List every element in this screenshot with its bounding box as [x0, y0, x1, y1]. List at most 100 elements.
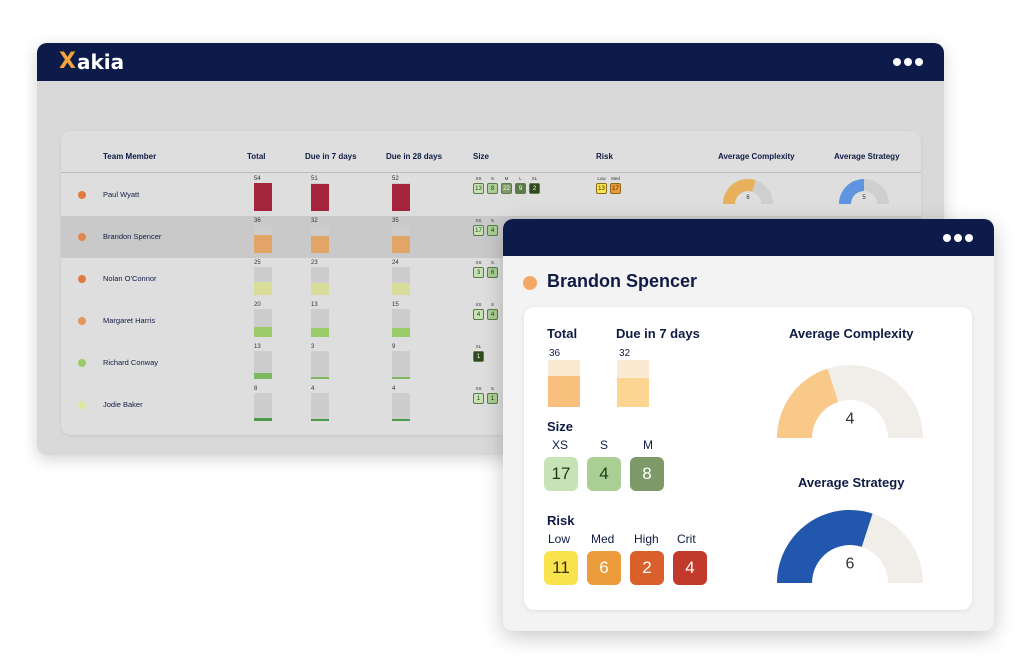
complexity-mini-gauge: 6: [723, 176, 773, 209]
size-badge[interactable]: 8: [487, 183, 498, 194]
header-risk[interactable]: Risk: [596, 152, 613, 161]
due7-value: 32: [619, 348, 631, 359]
more-options-icon[interactable]: [893, 58, 923, 66]
risk-badge[interactable]: 17: [610, 183, 621, 194]
header-avg-strategy[interactable]: Average Strategy: [834, 152, 900, 161]
total-bar: [254, 309, 272, 337]
due7-bar: [311, 267, 329, 295]
strategy-mini-gauge: 5: [839, 176, 889, 209]
size-m-badge[interactable]: 8: [630, 457, 664, 491]
size-label: XS: [475, 302, 482, 307]
gauge-svg: 5: [839, 179, 889, 204]
risk-crit-badge[interactable]: 4: [673, 551, 707, 585]
size-badge[interactable]: 2: [529, 183, 540, 194]
total-bar: [254, 225, 272, 253]
due7-bar-fill: [311, 419, 329, 421]
due7-value: 4: [311, 386, 315, 392]
size-label: XS: [475, 218, 482, 223]
due7-bar: [311, 309, 329, 337]
size-label: S: [490, 218, 494, 223]
due7-bar: [311, 183, 329, 211]
risk-label: Low: [597, 176, 606, 181]
header-avg-complexity[interactable]: Average Complexity: [718, 152, 795, 161]
risk-badge[interactable]: 13: [596, 183, 607, 194]
header-due-28[interactable]: Due in 28 days: [386, 152, 443, 161]
risk-label: Risk: [547, 513, 575, 528]
size-label: M: [504, 176, 509, 181]
risk-high-badge[interactable]: 2: [630, 551, 664, 585]
size-badge[interactable]: 4: [473, 309, 484, 320]
total-bar-fill: [254, 234, 272, 253]
member-name[interactable]: Jodie Baker: [103, 400, 143, 409]
due7-bar: [311, 225, 329, 253]
size-label: XS: [475, 176, 482, 181]
size-badge[interactable]: 17: [473, 225, 484, 236]
header-total[interactable]: Total: [247, 152, 266, 161]
xakia-logo[interactable]: X akia: [59, 49, 124, 75]
risk-low-badge[interactable]: 11: [544, 551, 578, 585]
total-bar: [548, 360, 580, 407]
due7-value: 32: [311, 218, 318, 224]
size-s-label: S: [600, 438, 609, 452]
due28-bar: [392, 267, 410, 295]
due28-bar: [392, 393, 410, 421]
member-detail-window: Brandon Spencer Total Due in 7 days 36 3…: [503, 219, 994, 631]
due28-bar-fill: [392, 235, 410, 253]
total-bar-fill: [548, 376, 580, 407]
table-row[interactable]: Jodie Baker 8 4 4 XS 1 S 1: [61, 384, 921, 426]
member-name[interactable]: Margaret Harris: [103, 316, 156, 325]
size-badge[interactable]: 9: [515, 183, 526, 194]
size-xs-badge[interactable]: 17: [544, 457, 578, 491]
size-label: XL: [475, 344, 482, 349]
size-label: S: [490, 260, 494, 265]
member-name[interactable]: Paul Wyatt: [103, 190, 140, 199]
size-badge[interactable]: 3: [473, 267, 484, 278]
status-dot: [78, 191, 86, 199]
size-badge[interactable]: 4: [487, 225, 498, 236]
due7-value: 13: [311, 302, 318, 308]
total-value: 36: [549, 348, 561, 359]
member-name[interactable]: Brandon Spencer: [103, 232, 162, 241]
member-name[interactable]: Richard Conway: [103, 358, 159, 367]
due28-bar: [392, 225, 410, 253]
due28-value: 9: [392, 344, 396, 350]
size-badge[interactable]: 4: [487, 309, 498, 320]
gauge-fill: [777, 368, 839, 438]
more-options-icon[interactable]: [943, 234, 973, 242]
header-size[interactable]: Size: [473, 152, 490, 161]
size-label: Size: [547, 419, 574, 434]
table-row[interactable]: Richard Conway 13 3 9 XL 1: [61, 342, 921, 384]
size-badge[interactable]: 1: [473, 351, 484, 362]
size-badge[interactable]: 1: [473, 393, 484, 404]
gauge-value: 6: [746, 195, 750, 201]
gauge-svg: 6: [723, 179, 773, 204]
due7-bar-fill: [311, 283, 329, 295]
table-row[interactable]: Margaret Harris 20 13 15 XS 4 S 4: [61, 300, 921, 342]
total-value: 25: [254, 260, 261, 266]
total-bar: [254, 351, 272, 379]
size-label: S: [490, 176, 494, 181]
strategy-gauge: 6: [777, 507, 923, 583]
size-badge[interactable]: 22: [501, 183, 512, 194]
due7-bar: [311, 393, 329, 421]
size-label: S: [490, 302, 494, 307]
size-label: L: [519, 176, 522, 181]
size-badge[interactable]: 13: [473, 183, 484, 194]
size-badge[interactable]: 1: [487, 393, 498, 404]
header-team-member[interactable]: Team Member: [103, 152, 157, 161]
size-badge[interactable]: 6: [487, 267, 498, 278]
due28-value: 24: [392, 260, 399, 266]
table-row[interactable]: Nolan O'Connor 25 23 24 XS 3 S 6: [61, 258, 921, 300]
total-value: 8: [254, 386, 258, 392]
header-due-7[interactable]: Due in 7 days: [305, 152, 357, 161]
table-row[interactable]: Paul Wyatt 54 51 52 XS 13 S 8 M 22 L 9 XL 2 Low 13 Med 17…: [61, 174, 921, 216]
risk-med-badge[interactable]: 6: [587, 551, 621, 585]
gauge-fill: [777, 510, 873, 583]
size-s-badge[interactable]: 4: [587, 457, 621, 491]
total-value: 13: [254, 344, 261, 350]
due28-bar-fill: [392, 377, 410, 379]
status-dot: [78, 401, 86, 409]
risk-med-label: Med: [591, 532, 615, 546]
member-name[interactable]: Nolan O'Connor: [103, 274, 157, 283]
logo-mark: X: [59, 49, 76, 74]
